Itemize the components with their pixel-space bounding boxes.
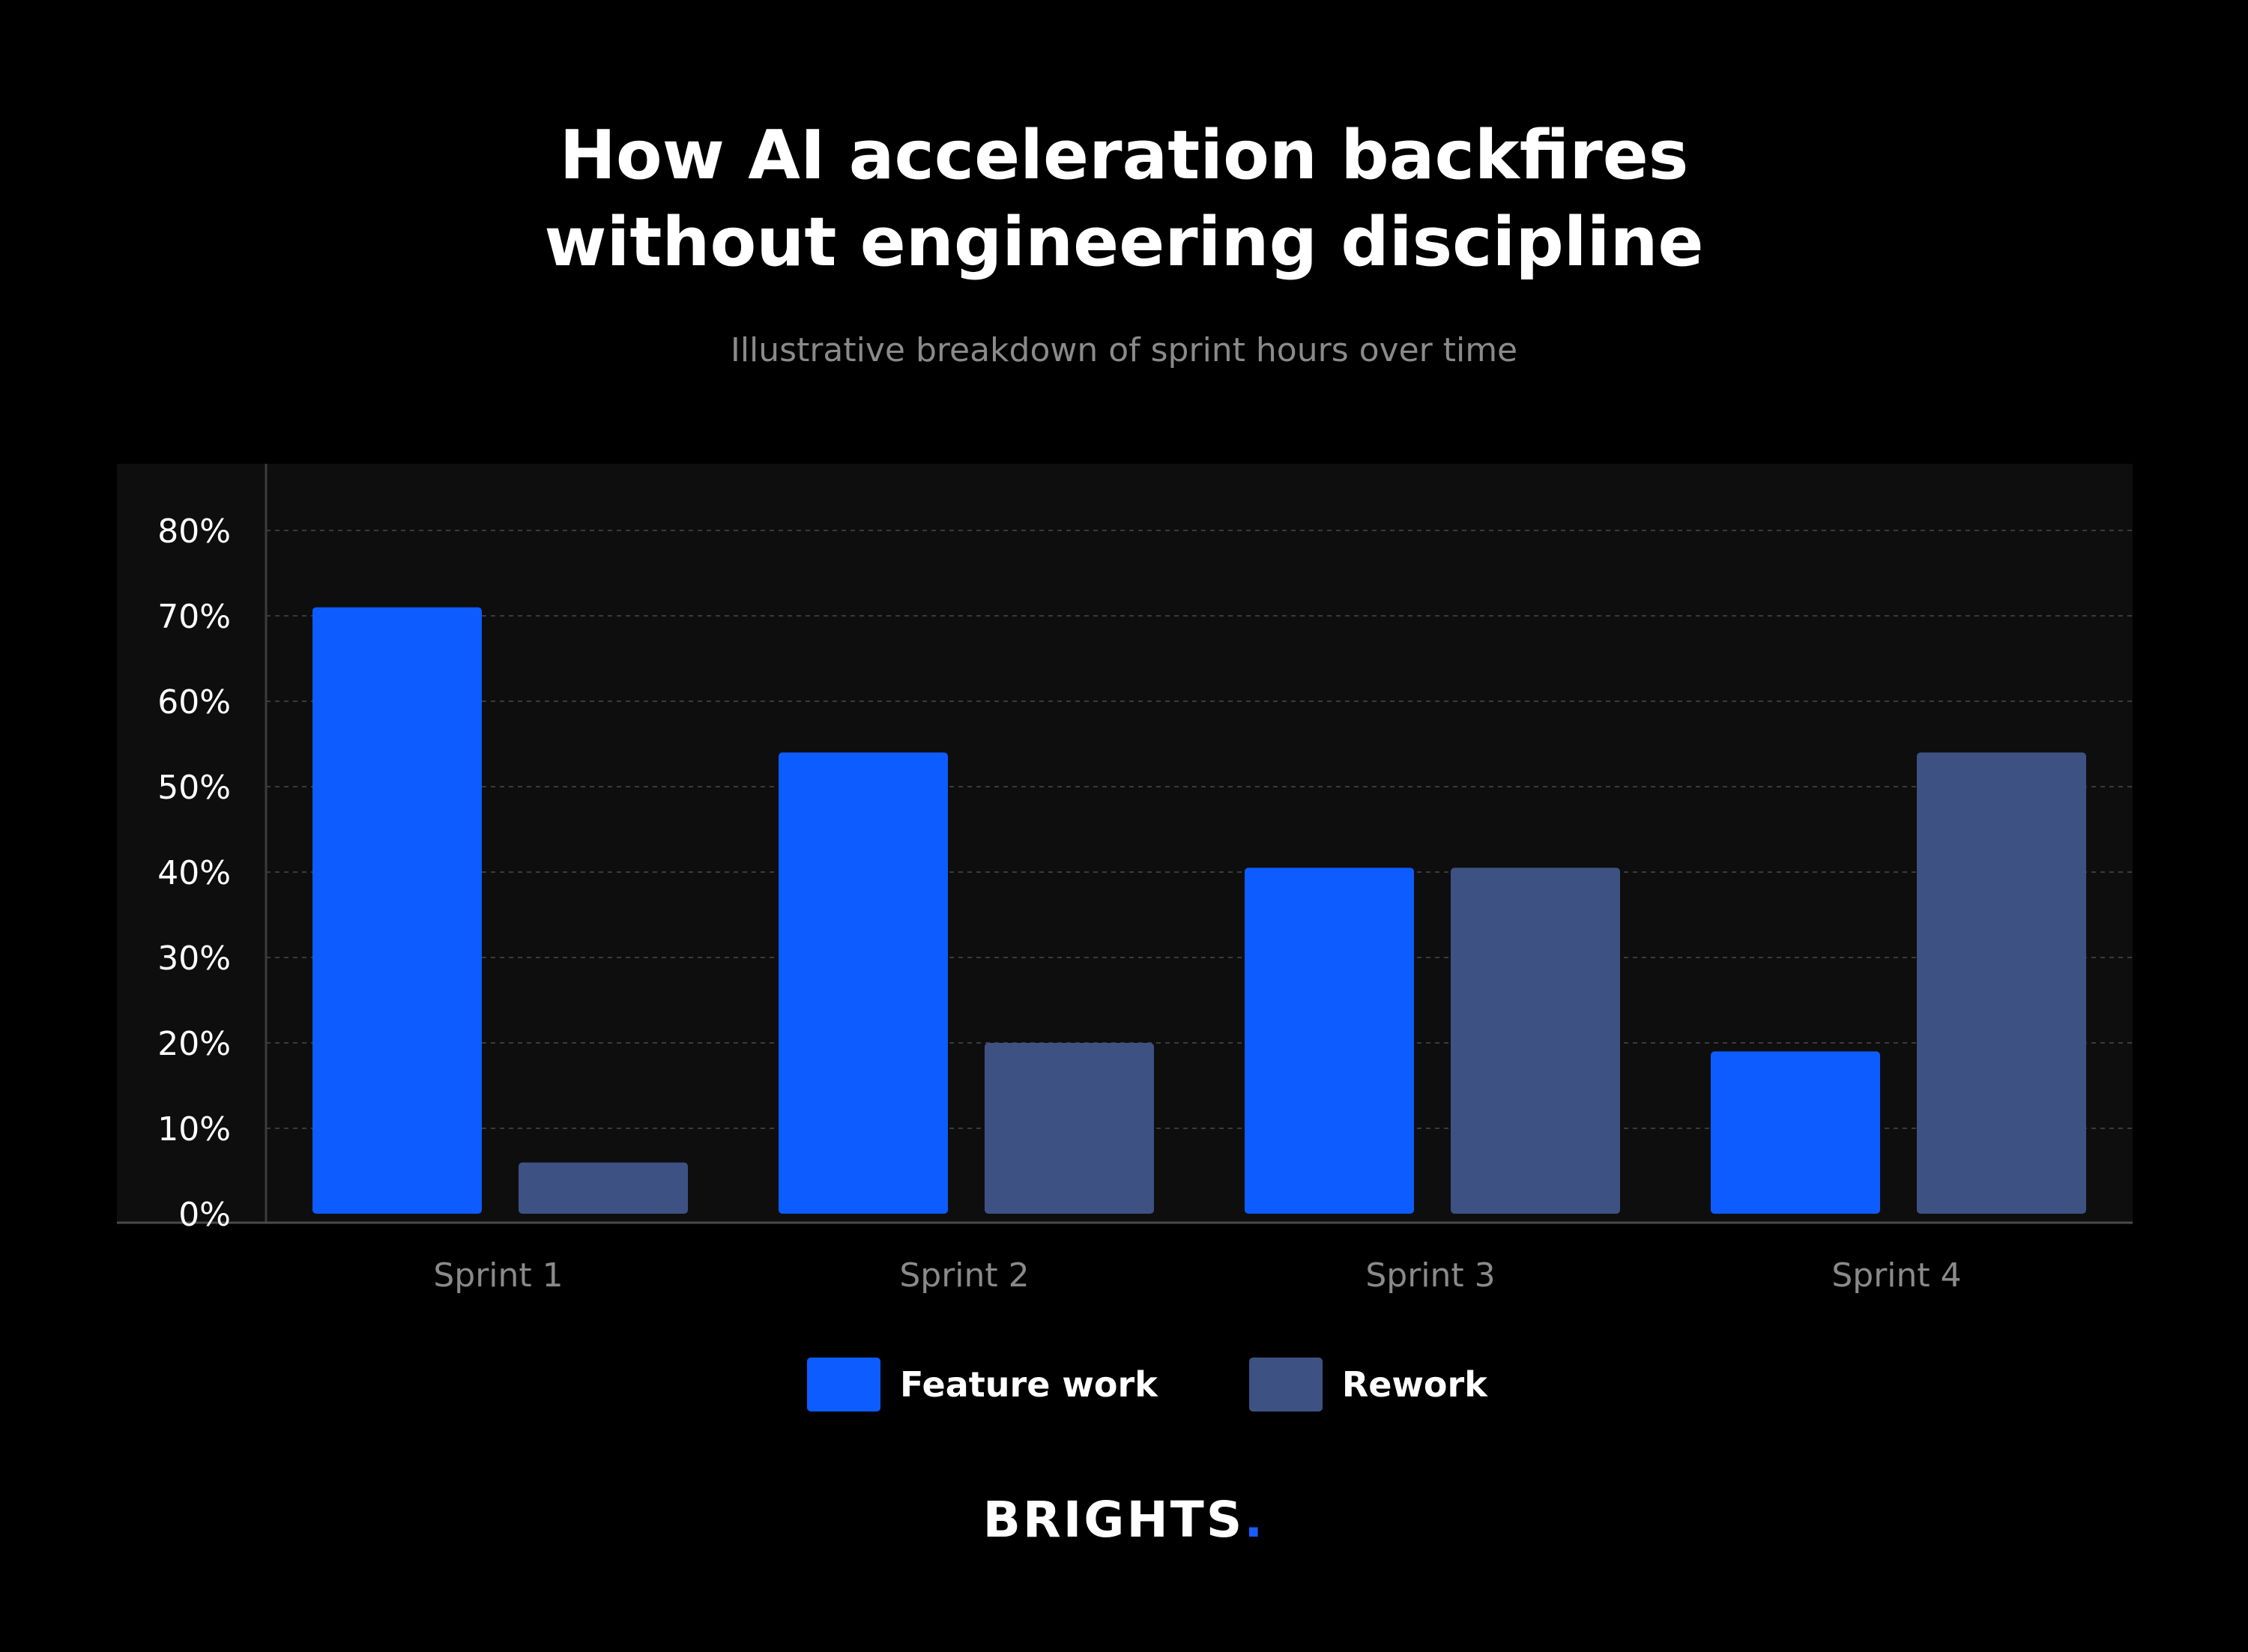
x-axis-category-labels: Sprint 1 Sprint 2 Sprint 3 Sprint 4 — [433, 1256, 1961, 1295]
chart-title: How AI acceleration backfires without en… — [0, 112, 2248, 286]
y-tick-label: 70% — [157, 598, 231, 636]
chart-legend: Feature work Rework — [807, 1357, 1579, 1412]
x-category-label: Sprint 1 — [433, 1256, 563, 1295]
legend-item-rework: Rework — [1248, 1358, 1487, 1412]
y-tick-label: 60% — [157, 683, 231, 721]
bar-feature-work — [312, 607, 482, 1214]
brand-logo: BRIGHTS. — [0, 1491, 2248, 1549]
bar-feature-work — [1711, 1051, 1880, 1214]
brand-dot: . — [1244, 1491, 1266, 1549]
chart-subtitle: Illustrative breakdown of sprint hours o… — [730, 331, 1518, 369]
legend-swatch-rework — [1248, 1358, 1323, 1412]
brand-name: BRIGHTS — [982, 1491, 1245, 1549]
legend-swatch-feature-work — [807, 1358, 880, 1412]
y-tick-label: 20% — [157, 1025, 231, 1063]
legend-label-feature-work: Feature work — [900, 1364, 1158, 1405]
legend-item-feature-work: Feature work — [807, 1358, 1158, 1412]
axes — [117, 464, 2133, 1224]
x-category-label: Sprint 3 — [1365, 1256, 1495, 1295]
bar-rework — [985, 1043, 1154, 1214]
bar-feature-work — [1245, 868, 1414, 1214]
legend-label-rework: Rework — [1341, 1364, 1487, 1405]
bar-feature-work — [779, 752, 948, 1214]
y-axis-tick-labels: 0% 10% 20% 30% 40% 50% 60% 70% 80% — [157, 512, 231, 1234]
x-category-label: Sprint 4 — [1831, 1256, 1961, 1295]
chart-title-line-1: How AI acceleration backfires — [559, 116, 1689, 195]
gridlines — [266, 530, 2133, 1129]
y-tick-label: 50% — [157, 769, 231, 807]
y-tick-label: 10% — [157, 1110, 231, 1149]
y-tick-label: 0% — [178, 1196, 231, 1234]
y-tick-label: 40% — [157, 854, 231, 892]
x-category-label: Sprint 2 — [899, 1256, 1029, 1295]
bar-rework — [1917, 752, 2086, 1214]
bars — [312, 607, 2086, 1214]
bar-rework — [1451, 868, 1620, 1214]
y-tick-label: 80% — [157, 512, 231, 551]
bar-rework — [519, 1162, 688, 1214]
y-tick-label: 30% — [157, 940, 231, 978]
chart-title-line-2: without engineering discipline — [544, 203, 1704, 282]
